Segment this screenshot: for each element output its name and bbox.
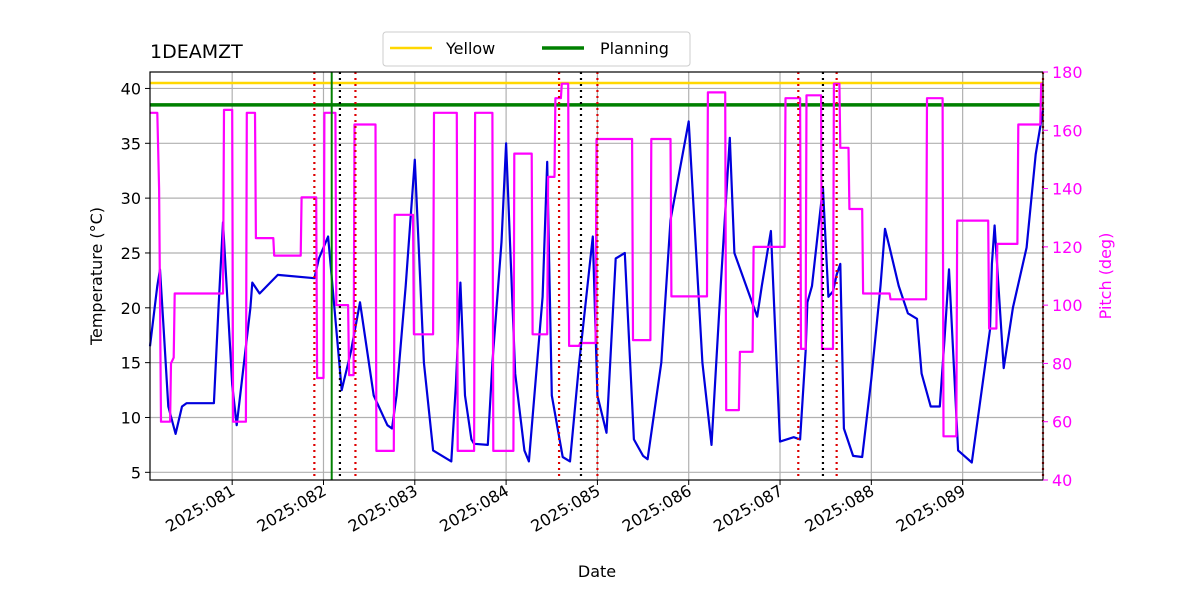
y-tick-label: 35 bbox=[121, 134, 141, 153]
y-tick-label: 30 bbox=[121, 189, 141, 208]
y-axis-label: Temperature (°C) bbox=[87, 207, 106, 346]
chart-title: 1DEAMZT bbox=[150, 41, 243, 63]
y2-tick-label: 140 bbox=[1052, 180, 1083, 199]
limit-lines bbox=[150, 81, 1043, 107]
series-line-temperature bbox=[148, 110, 1045, 464]
y-axis-right: 40 60 80 100 120 140 160 180 bbox=[1043, 63, 1083, 490]
vertical-markers bbox=[313, 72, 1045, 480]
y2-tick-label: 180 bbox=[1052, 63, 1083, 82]
legend-box bbox=[382, 31, 691, 67]
legend: Yellow Planning bbox=[382, 31, 691, 67]
series bbox=[148, 82, 1045, 464]
y2-axis-label: Pitch (deg) bbox=[1096, 233, 1115, 320]
legend-label-planning: Planning bbox=[600, 39, 669, 58]
y-tick-label: 10 bbox=[121, 408, 141, 427]
y2-tick-label: 160 bbox=[1052, 121, 1083, 140]
y-tick-label: 5 bbox=[131, 463, 141, 482]
y-tick-label: 40 bbox=[121, 79, 141, 98]
series-line-pitch bbox=[150, 82, 1043, 452]
y2-tick-label: 40 bbox=[1052, 471, 1072, 490]
plot-frame bbox=[149, 71, 1044, 481]
y2-tick-label: 120 bbox=[1052, 238, 1083, 257]
y-tick-label: 15 bbox=[121, 354, 141, 373]
legend-label-yellow: Yellow bbox=[445, 39, 495, 58]
y-tick-label: 25 bbox=[121, 244, 141, 263]
y2-tick-label: 100 bbox=[1052, 296, 1083, 315]
y-axis-left: 5 10 15 20 25 30 35 40 bbox=[121, 79, 150, 482]
x-axis-label: Date bbox=[578, 562, 616, 581]
y-tick-label: 20 bbox=[121, 299, 141, 318]
y2-tick-label: 80 bbox=[1052, 354, 1072, 373]
y2-tick-label: 60 bbox=[1052, 413, 1072, 432]
